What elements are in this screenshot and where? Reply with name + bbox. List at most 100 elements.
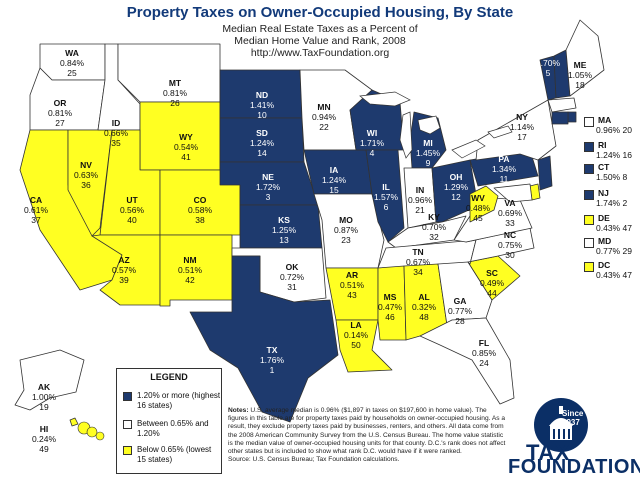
state-shape-ny [475, 99, 557, 161]
state-rank: 48 [419, 312, 429, 322]
state-abbr: SD [256, 128, 268, 138]
side-swatch-md [584, 238, 594, 248]
state-label-sc: SC 0.49% 44 [480, 268, 504, 298]
state-percent: 1.05% [567, 70, 593, 80]
state-abbr: OK [285, 262, 299, 272]
hawaii-island-shape [86, 426, 98, 438]
state-label-vt: VT 1.53% 7 [484, 62, 508, 92]
state-label-nc: NC 0.75% 30 [498, 230, 522, 260]
state-rank: 24 [479, 358, 489, 368]
state-rank: 46 [385, 312, 395, 322]
state-percent: 0.48% [465, 203, 491, 213]
great-lakes [359, 91, 513, 159]
state-abbr: MO [339, 215, 353, 225]
state-label-tn: TN 0.67% 34 [406, 247, 430, 277]
state-label-tx: TX 1.76% 1 [260, 345, 284, 375]
side-label-de: DE [598, 213, 610, 223]
state-shape-oh [431, 159, 479, 223]
state-abbr: TX [266, 345, 278, 355]
state-percent: 1.29% [443, 182, 469, 192]
state-percent: 0.85% [471, 348, 497, 358]
side-value-ct: 1.50% 8 [596, 172, 628, 182]
state-rank: 19 [39, 402, 49, 412]
side-value-ma: 0.96% 20 [596, 125, 632, 135]
state-rank: 10 [257, 110, 267, 120]
hawaii-island-shape [95, 431, 105, 441]
state-percent: 0.51% [339, 280, 365, 290]
state-percent: 0.75% [497, 240, 523, 250]
state-rank: 33 [505, 218, 515, 228]
state-rank: 26 [170, 98, 180, 108]
state-abbr: NY [516, 112, 528, 122]
state-label-or: OR 0.81% 27 [48, 98, 72, 128]
state-percent: 0.66% [103, 128, 129, 138]
notes-source: Source: U.S. Census Bureau; Tax Foundati… [228, 456, 400, 464]
state-rank: 25 [67, 68, 77, 78]
state-label-ny: NY 1.14% 17 [510, 112, 534, 142]
state-rank: 30 [505, 250, 515, 260]
state-percent: 0.57% [111, 265, 137, 275]
state-rank: 3 [265, 192, 271, 202]
state-shape-me [565, 19, 605, 97]
state-shape-ct [551, 111, 569, 125]
state-percent: 0.77% [447, 306, 473, 316]
state-label-mn: MN 0.94% 22 [312, 102, 336, 132]
state-label-wa: WA 0.84% 25 [60, 48, 84, 78]
state-label-ms: MS 0.47% 46 [378, 292, 402, 322]
state-rank: 50 [351, 340, 361, 350]
state-percent: 0.84% [59, 58, 85, 68]
state-abbr: IN [415, 185, 425, 195]
state-label-nv: NV 0.63% 36 [74, 160, 98, 190]
state-rank: 23 [341, 235, 351, 245]
state-abbr: SC [486, 268, 498, 278]
state-rank: 28 [455, 316, 465, 326]
state-rank: 39 [119, 275, 129, 285]
state-shape-hi [69, 417, 79, 427]
side-label-ct: CT [598, 162, 610, 172]
state-abbr: ID [111, 118, 121, 128]
state-shape-ms [377, 265, 407, 341]
state-percent: 0.61% [23, 205, 49, 215]
state-abbr: WI [366, 128, 378, 138]
state-abbr: WV [471, 193, 485, 203]
state-label-ks: KS 1.25% 13 [272, 215, 296, 245]
state-rank: 43 [347, 290, 357, 300]
side-value-nj: 1.74% 2 [596, 198, 628, 208]
state-shape-wv [469, 185, 499, 223]
state-percent: 1.24% [249, 138, 275, 148]
state-label-il: IL 1.57% 6 [374, 182, 398, 212]
side-swatch-ma [584, 117, 594, 127]
side-label-dc: DC [598, 260, 611, 270]
state-label-wi: WI 1.71% 4 [360, 128, 384, 158]
state-label-az: AZ 0.57% 39 [112, 255, 136, 285]
state-abbr: MT [168, 78, 182, 88]
state-rank: 45 [473, 213, 483, 223]
state-abbr: AZ [118, 255, 130, 265]
state-abbr: LA [350, 320, 362, 330]
state-abbr: GA [453, 296, 467, 306]
state-shape-md [493, 183, 533, 203]
state-label-nd: ND 1.41% 10 [250, 90, 274, 120]
legend: LEGEND 1.20% or more (highest 16 states)… [116, 368, 222, 474]
state-abbr: WY [179, 132, 193, 142]
side-swatch-ri [584, 142, 594, 152]
state-abbr: MN [317, 102, 331, 112]
state-label-mi: MI 1.45% 9 [416, 138, 440, 168]
state-rank: 27 [55, 118, 65, 128]
state-rank: 15 [329, 185, 339, 195]
state-rank: 11 [499, 174, 509, 184]
state-percent: 1.34% [491, 164, 517, 174]
state-percent: 1.53% [483, 72, 509, 82]
logo-tax: TAX [526, 440, 570, 465]
state-label-ut: UT 0.56% 40 [120, 195, 144, 225]
state-percent: 0.58% [187, 205, 213, 215]
state-abbr: IA [329, 165, 339, 175]
state-percent: 0.72% [279, 272, 305, 282]
state-shape-nj [537, 155, 553, 191]
legend-label-high: 1.20% or more (highest 16 states) [137, 391, 221, 410]
state-label-pa: PA 1.34% 11 [492, 154, 516, 184]
state-abbr: MI [423, 138, 433, 148]
state-abbr: TN [412, 247, 424, 257]
side-swatch-nj [584, 190, 594, 200]
state-rank: 17 [517, 132, 527, 142]
